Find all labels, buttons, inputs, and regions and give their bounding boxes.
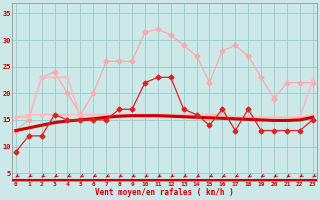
X-axis label: Vent moyen/en rafales ( km/h ): Vent moyen/en rafales ( km/h )	[95, 188, 234, 197]
